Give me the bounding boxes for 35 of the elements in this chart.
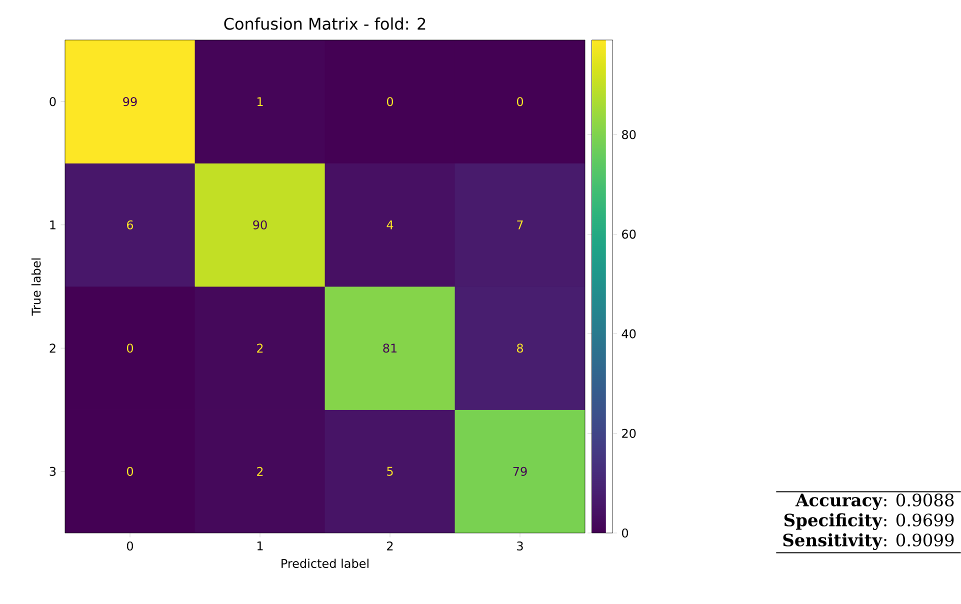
data-label: 0 xyxy=(126,466,134,476)
x-tick-label: 3 xyxy=(517,541,523,551)
data-label: 5 xyxy=(387,466,393,476)
y-tick-label: 3 xyxy=(50,466,56,476)
data-label: 99 xyxy=(123,97,137,106)
x-axis-title: Predicted label xyxy=(282,558,368,568)
color-bar-label: 20 xyxy=(622,428,636,438)
data-label: 2 xyxy=(257,466,263,476)
x-tick-label: 1 xyxy=(257,541,263,550)
x-tick-label: 2 xyxy=(387,541,393,550)
y-tick-label: 1 xyxy=(50,220,56,230)
color-bar-label: 40 xyxy=(622,329,636,338)
data-label: 8 xyxy=(517,344,523,353)
data-label: 79 xyxy=(513,466,527,476)
y-tick-label: 0 xyxy=(50,97,56,106)
data-label: 81 xyxy=(383,344,397,353)
text: Sensitivity: 0.9099 xyxy=(783,533,954,550)
x-tick-label: 0 xyxy=(126,541,134,551)
y-axis-title: True label xyxy=(31,258,41,316)
text: Accuracy: 0.9088 xyxy=(795,494,954,510)
color-bar-label: 0 xyxy=(622,528,628,538)
data-label: 2 xyxy=(257,344,263,353)
text: Specificity: 0.9699 xyxy=(784,513,954,530)
color-bar-label: 80 xyxy=(622,130,636,140)
data-label: 90 xyxy=(253,220,267,230)
y-tick-label: 2 xyxy=(50,344,56,353)
data-label: 7 xyxy=(517,220,523,230)
chart-title: Confusion Matrix - fold: 2 xyxy=(224,17,426,30)
data-label: 0 xyxy=(126,344,134,353)
data-label: 6 xyxy=(127,220,134,230)
color-bar-label: 60 xyxy=(622,230,636,239)
data-label: 0 xyxy=(386,97,394,106)
data-label: 0 xyxy=(516,97,524,106)
data-label: 4 xyxy=(386,220,394,230)
data-label: 1 xyxy=(257,97,263,106)
